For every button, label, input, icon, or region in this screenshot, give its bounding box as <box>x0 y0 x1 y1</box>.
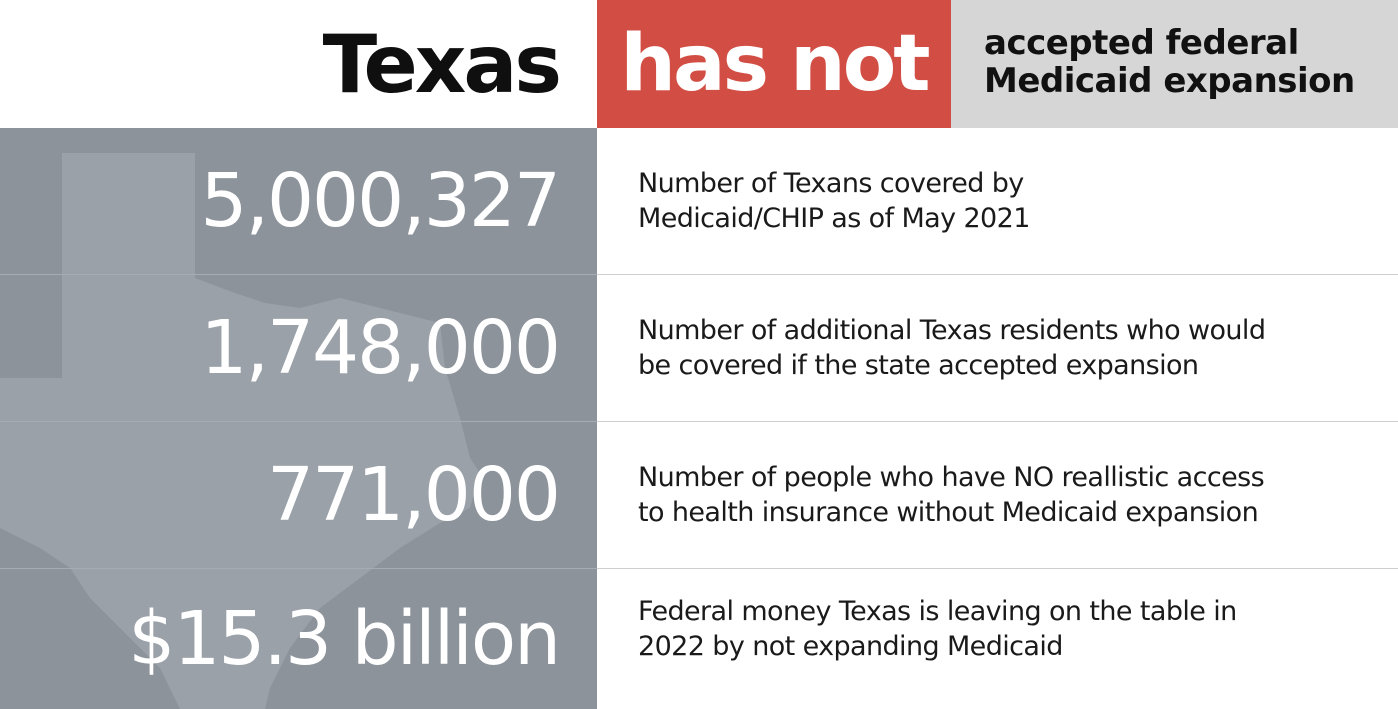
row-divider <box>0 421 597 422</box>
stat-description: Number of additional Texas residents who… <box>638 275 1378 420</box>
row-divider <box>597 568 1398 569</box>
state-name-box: Texas <box>0 0 597 128</box>
row-divider <box>597 421 1398 422</box>
stat-row: 5,000,327 Number of Texans covered by Me… <box>0 128 1398 273</box>
state-name: Texas <box>322 17 562 111</box>
stat-row: 1,748,000 Number of additional Texas res… <box>0 275 1398 420</box>
subtitle-line-2: Medicaid expansion <box>984 61 1355 101</box>
stat-description-line-2: Medicaid/CHIP as of May 2021 <box>638 202 1030 234</box>
stat-value: 771,000 <box>266 451 561 538</box>
stat-value: 1,748,000 <box>200 304 561 391</box>
row-divider <box>0 568 597 569</box>
row-divider <box>0 274 597 275</box>
stat-row: 771,000 Number of people who have NO rea… <box>0 422 1398 567</box>
stat-value: $15.3 billion <box>128 596 561 682</box>
stat-value: 5,000,327 <box>200 157 561 244</box>
subtitle-box: accepted federal Medicaid expansion <box>951 0 1398 128</box>
descriptions-panel <box>597 128 1398 709</box>
texas-map-icon <box>0 153 480 709</box>
stat-description: Number of Texans covered by Medicaid/CHI… <box>638 128 1378 273</box>
stat-description-line-2: be covered if the state accepted expansi… <box>638 349 1199 381</box>
stat-description-line-1: Federal money Texas is leaving on the ta… <box>638 596 1237 627</box>
stat-description: Number of people who have NO reallistic … <box>638 422 1378 567</box>
status-box: has not <box>597 0 951 128</box>
row-divider <box>597 274 1398 275</box>
stat-description-line-2: 2022 by not expanding Medicaid <box>638 631 1063 662</box>
stat-row: $15.3 billion Federal money Texas is lea… <box>0 569 1398 709</box>
header: Texas has not accepted federal Medicaid … <box>0 0 1398 128</box>
stat-description-line-2: to health insurance without Medicaid exp… <box>638 496 1259 528</box>
stat-description-line-1: Number of Texans covered by <box>638 167 1024 199</box>
stat-description: Federal money Texas is leaving on the ta… <box>638 569 1378 689</box>
subtitle-line-1: accepted federal <box>984 23 1299 63</box>
stats-panel <box>0 128 597 709</box>
stat-description-line-1: Number of additional Texas residents who… <box>638 314 1266 346</box>
stat-description-line-1: Number of people who have NO reallistic … <box>638 461 1265 493</box>
status-label: has not <box>620 19 930 109</box>
